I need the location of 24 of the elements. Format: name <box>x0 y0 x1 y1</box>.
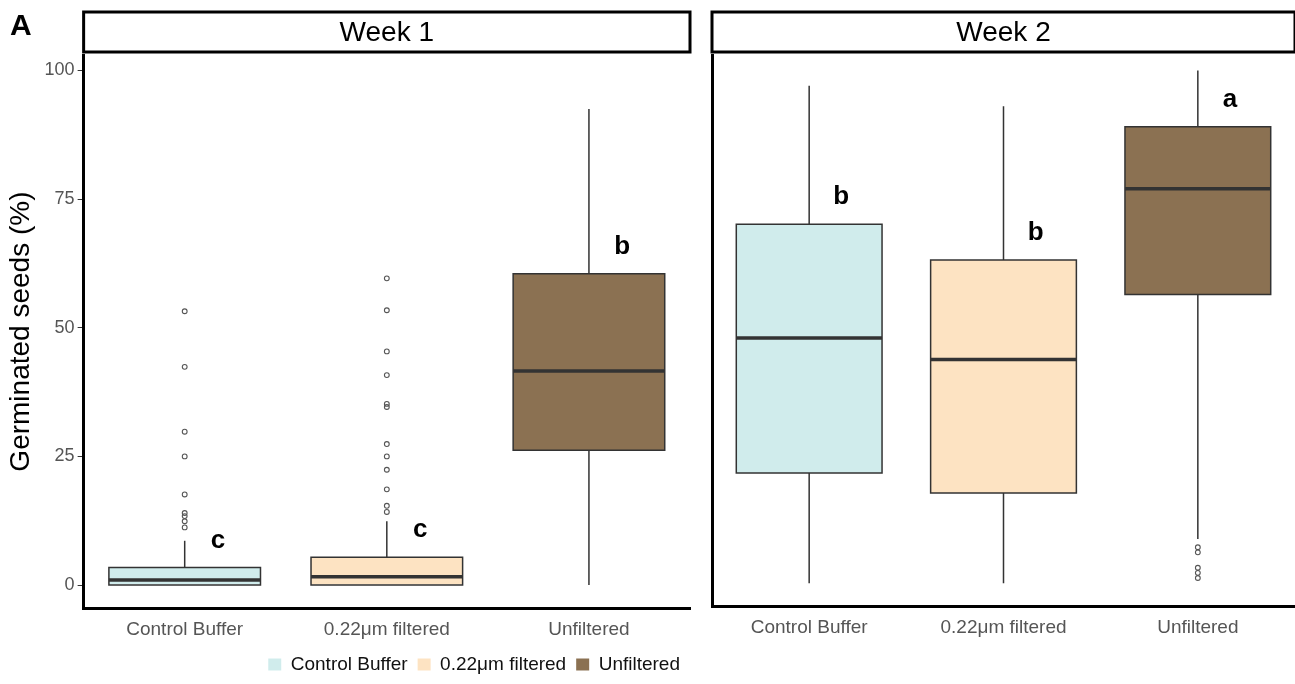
annotation: a <box>1222 82 1238 113</box>
legend-label: Control Buffer <box>290 652 409 674</box>
x-tick-label: 0.22μm filtered <box>940 615 1067 637</box>
x-tick-label: Control Buffer <box>126 617 244 639</box>
x-tick-label: Unfiltered <box>548 617 630 639</box>
chart-title: Week 2 <box>956 15 1051 47</box>
chart-title: Week 1 <box>339 15 435 47</box>
y-tick-label: 100 <box>44 59 75 80</box>
y-axis-title: Germinated seeds (%) <box>3 191 35 472</box>
y-tick-label: 0 <box>64 574 75 595</box>
text: A <box>10 8 32 42</box>
annotation: c <box>210 523 226 554</box>
y-tick-label: 25 <box>54 445 75 466</box>
x-tick-label: Control Buffer <box>750 615 869 637</box>
annotation: b <box>1027 216 1044 247</box>
annotation: b <box>614 229 631 260</box>
legend-label: Unfiltered <box>598 652 681 674</box>
x-tick-label: Unfiltered <box>1157 615 1239 637</box>
legend-label: 0.22μm filtered <box>440 652 567 674</box>
y-tick-label: 75 <box>54 188 75 209</box>
x-tick-label: 0.22μm filtered <box>323 617 450 639</box>
y-tick-label: 50 <box>54 316 75 337</box>
annotation: b <box>833 180 850 211</box>
annotation: c <box>412 513 428 544</box>
